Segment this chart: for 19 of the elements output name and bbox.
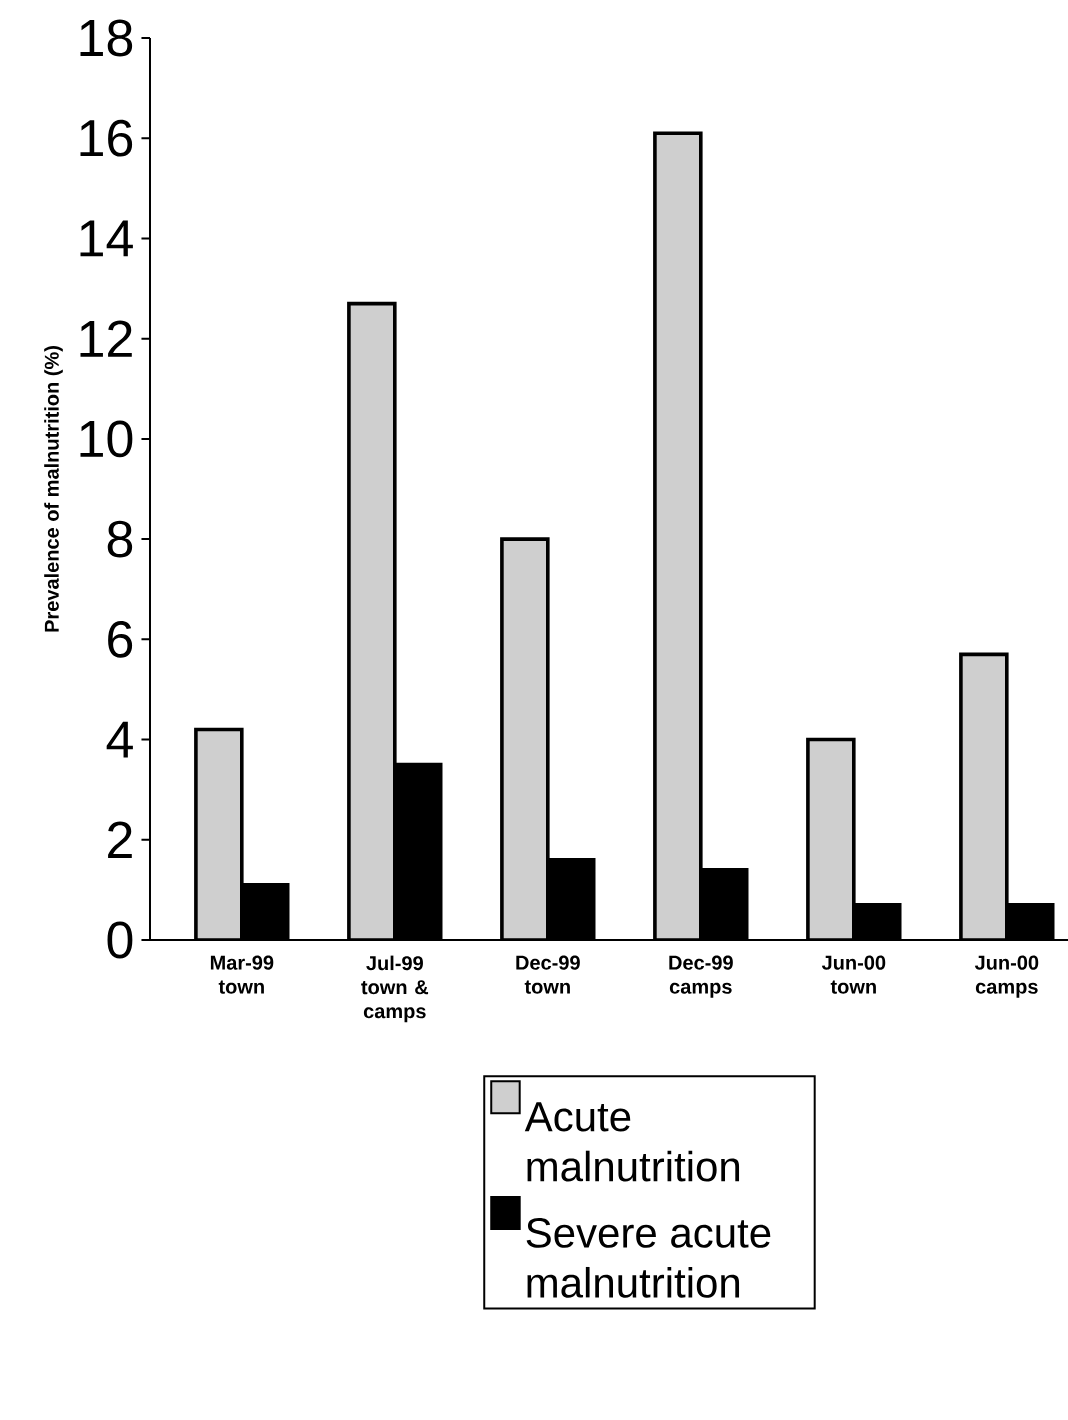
y-tick-label: 2	[108, 821, 132, 858]
y-tick-label: 10	[80, 420, 133, 458]
y-tick-label: 8	[107, 520, 133, 558]
y-tick-label: 0	[107, 921, 133, 959]
y-tick-label: 12	[80, 320, 132, 357]
x-tick-label: Mar-99 town	[210, 955, 274, 994]
x-tick-label: Jun-00 camps	[974, 955, 1039, 998]
y-tick-label: 16	[80, 119, 133, 157]
legend-label: Severe acute malnutrition	[526, 1218, 771, 1298]
y-tick-label: 6	[108, 620, 133, 658]
x-tick-label: Jun-00 town	[821, 955, 886, 994]
y-tick-label: 18	[80, 19, 133, 57]
y-tick-label: 14	[80, 220, 133, 257]
y-tick-label: 4	[106, 721, 133, 758]
y-axis-title: Prevalence of malnutrition (%)	[44, 346, 63, 632]
legend-label: Acute malnutrition	[524, 1102, 740, 1182]
x-tick-label: Dec-99 town	[516, 955, 580, 994]
x-tick-label: Dec-99 camps	[669, 955, 733, 998]
x-tick-label: Jul-99 town & camps	[361, 955, 429, 1023]
